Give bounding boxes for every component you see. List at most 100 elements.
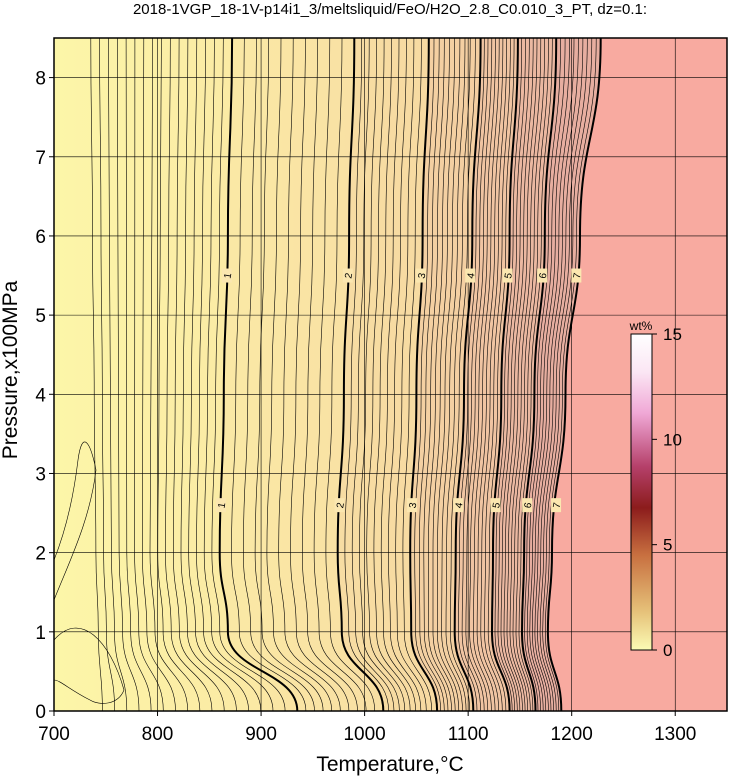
plot-area: 1 1 2 2 3 3 4 4 5 5 6 6 7 7: [54, 38, 727, 711]
contour-line-thin: [518, 38, 553, 711]
contour-line-labeled: [336, 38, 385, 711]
contour-line-thin: [529, 38, 570, 711]
contour-line-labeled: [490, 38, 519, 711]
contour-label: 4: [466, 272, 478, 280]
contour-label: 3: [408, 501, 420, 509]
x-tick-label: 1200: [551, 724, 593, 745]
contour-line-thin: [231, 38, 307, 711]
contour-line-thin: [503, 38, 534, 711]
contour-line-labeled: [520, 38, 558, 711]
y-tick-label: 1: [35, 623, 46, 644]
contour-line-thin: [441, 38, 466, 711]
contour-line-thin: [531, 38, 575, 711]
y-tick-label: 2: [35, 544, 46, 565]
contour-line-thin: [203, 38, 274, 711]
contour-line-thin: [242, 38, 315, 711]
contour-label-bg: [465, 268, 476, 283]
contour-line-thin: [449, 38, 476, 711]
contour-label: 1: [222, 272, 234, 280]
contour-label-bg: [571, 268, 582, 283]
contour-line-thin: [108, 38, 128, 711]
contour-line-thin: [526, 38, 566, 711]
contour-line-thin: [211, 38, 286, 711]
contour-line-labeled: [218, 38, 299, 711]
chart-title: 2018-1VGP_18-1V-p14i1_3/meltsliquid/FeO/…: [133, 1, 647, 18]
contour-line-thin: [524, 38, 561, 711]
contour-line-thin: [301, 38, 358, 711]
colorbar-tick-label: 10: [663, 430, 682, 449]
x-axis-label: Temperature,°C: [316, 753, 463, 776]
y-tick-label: 6: [35, 227, 46, 248]
contour-line-thin: [188, 38, 249, 711]
contour-label: 6: [538, 272, 550, 280]
x-tick-label: 800: [142, 724, 174, 745]
contour-label-bg: [453, 498, 464, 513]
contour-label-bg: [334, 498, 345, 513]
contour-line-thin: [172, 38, 225, 711]
contour-line-thin: [344, 38, 389, 711]
contour-label: 6: [523, 501, 535, 509]
contour-line-thin: [359, 38, 400, 711]
contour-line-thin: [494, 38, 522, 711]
colorbar-tick-label: 5: [663, 536, 672, 555]
colorbar-gradient: [630, 333, 653, 651]
contour-label-bg: [522, 498, 533, 513]
y-tick-label: 4: [35, 385, 46, 406]
plot-frame: [53, 37, 728, 712]
contour-line-thin: [165, 38, 213, 711]
colorbar: wt% 0 5 10 15: [629, 319, 682, 660]
contour-line-thin: [537, 38, 584, 711]
contour-line-thin: [180, 38, 237, 711]
contour-line-thin: [117, 38, 140, 711]
contour-line-thin: [509, 38, 542, 711]
contour-line-thin: [465, 38, 493, 711]
contour-line-thin: [254, 38, 324, 711]
contour-label: 7: [572, 272, 584, 280]
contour-line-thin: [414, 38, 441, 711]
contour-line-thin: [500, 38, 530, 711]
contour-line-thin: [515, 38, 549, 711]
contour-label-bg: [407, 498, 418, 513]
contour-line-thin: [99, 38, 115, 711]
contour-label-bg: [416, 268, 427, 283]
colorbar-label: wt%: [629, 319, 653, 333]
colorbar-tick-label: 15: [663, 325, 682, 344]
contour-line-labeled: [546, 38, 602, 711]
contour-line-thin: [90, 38, 103, 711]
x-tick-label: 1300: [654, 724, 696, 745]
contour-line-thin: [506, 38, 538, 711]
contour-line-thin: [436, 38, 461, 711]
contour-label-bg: [490, 498, 501, 513]
contour-line-thin: [351, 38, 395, 711]
contour-line-labeled: [409, 38, 439, 711]
y-tick-label: 8: [35, 69, 46, 90]
x-tick-label: 1000: [343, 724, 385, 745]
contour-line-thin: [125, 38, 152, 711]
contour-line-thin: [141, 38, 176, 711]
contour-line-thin: [484, 38, 511, 711]
contour-line-thin: [278, 38, 341, 711]
y-tick-label: 5: [35, 306, 46, 327]
contour-line-thin: [134, 38, 164, 711]
contour-line-thin: [54, 441, 97, 601]
contour-label-bg: [221, 268, 232, 283]
x-tick-label: 1100: [448, 724, 489, 745]
contour-line-labeled: [453, 38, 482, 711]
contour-label: 2: [335, 501, 347, 509]
contour-line-thin: [497, 38, 526, 711]
x-tick-label: 900: [245, 724, 277, 745]
contour-line-thin: [157, 38, 201, 711]
y-tick-label: 3: [35, 464, 46, 485]
contour-line-thin: [544, 38, 597, 711]
contour-label: 5: [503, 272, 515, 280]
contour-label-bg: [215, 498, 226, 513]
contour-line-thin: [461, 38, 489, 711]
contour-line-thin: [313, 38, 367, 711]
contour-line-thin: [418, 38, 445, 711]
contour-line-thin: [266, 38, 332, 711]
contour-line-thin: [487, 38, 515, 711]
contour-label: 3: [417, 272, 429, 280]
y-axis-label: Pressure,x100MPa: [0, 280, 22, 459]
contour-line-thin: [423, 38, 449, 711]
contour-label: 7: [552, 501, 564, 509]
